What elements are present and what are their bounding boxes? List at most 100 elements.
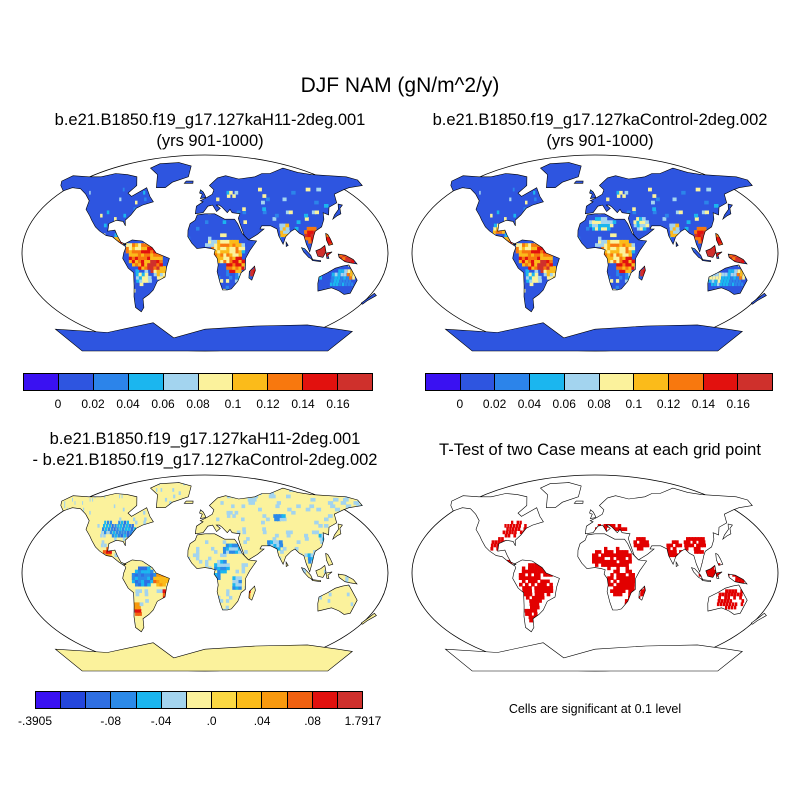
grid-cell <box>735 279 739 283</box>
grid-cell <box>692 540 697 544</box>
grid-cell <box>546 589 551 593</box>
grid-cell <box>320 253 325 257</box>
grid-cell <box>235 266 239 270</box>
grid-cell <box>622 249 626 254</box>
grid-cell <box>226 259 230 264</box>
grid-cell <box>619 582 623 587</box>
grid-cell <box>139 602 144 607</box>
grid-cell <box>652 207 656 211</box>
grid-cell <box>127 530 130 535</box>
grid-cell <box>330 504 336 509</box>
grid-cell <box>111 524 114 528</box>
colorbar-box <box>237 692 263 708</box>
panel-4-title: T-Test of two Case means at each grid po… <box>400 440 800 461</box>
grid-cell <box>241 563 245 567</box>
grid-cell <box>358 510 364 515</box>
map-case2 <box>411 154 779 352</box>
grid-cell <box>319 595 322 600</box>
grid-cell <box>613 256 617 260</box>
grid-cell <box>334 275 337 280</box>
grid-cell <box>278 540 283 544</box>
grid-cell <box>156 579 160 584</box>
grid-cell <box>214 563 218 567</box>
colorbar-box <box>599 374 635 390</box>
grid-cell <box>675 223 680 228</box>
grid-cell <box>721 275 724 280</box>
grid-cell <box>531 246 535 251</box>
grid-cell <box>247 497 252 502</box>
grid-cell <box>235 272 239 277</box>
grid-cell <box>521 569 526 574</box>
grid-cell <box>134 573 139 577</box>
grid-cell <box>514 530 517 535</box>
grid-cell <box>519 243 523 247</box>
colorbar-box <box>233 374 269 390</box>
grid-cell <box>314 200 319 205</box>
grid-cell <box>235 579 239 584</box>
grid-cell <box>645 540 649 544</box>
grid-cell <box>642 217 646 221</box>
grid-cell <box>718 275 721 280</box>
grid-cell <box>125 246 130 251</box>
grid-cell <box>223 259 227 264</box>
grid-cell <box>123 533 127 538</box>
grid-cell <box>324 517 329 522</box>
grid-cell <box>739 275 742 280</box>
grid-cell <box>716 236 720 241</box>
grid-cell <box>234 279 239 283</box>
grid-cell <box>345 504 352 509</box>
grid-cell <box>150 266 154 270</box>
grid-cell <box>613 589 617 593</box>
grid-cell <box>69 488 71 492</box>
grid-cell <box>226 566 230 571</box>
grid-cell <box>619 553 623 558</box>
coastline-north-america <box>60 493 154 566</box>
grid-cell <box>625 275 629 280</box>
grid-cell <box>607 226 611 231</box>
grid-cell <box>150 269 155 273</box>
grid-cell <box>150 256 154 260</box>
grid-cell <box>147 579 151 584</box>
grid-cell <box>518 573 523 577</box>
grid-cell <box>339 279 343 283</box>
grid-cell <box>375 530 377 535</box>
grid-cell <box>232 582 236 587</box>
grid-cell <box>586 226 590 231</box>
colorbar-box <box>530 374 565 390</box>
grid-cell <box>604 553 608 558</box>
grid-cell <box>731 269 735 273</box>
grid-cell <box>355 510 362 515</box>
grid-cell <box>628 272 632 277</box>
grid-cell <box>131 524 134 528</box>
coastline-sri-lanka <box>675 241 679 248</box>
grid-cell <box>153 262 157 267</box>
grid-cell <box>226 253 230 257</box>
grid-cell <box>616 249 620 254</box>
grid-cell <box>552 272 557 277</box>
grid-cell <box>625 586 629 590</box>
grid-cell <box>229 259 233 264</box>
grid-cell <box>107 527 111 531</box>
grid-cell <box>640 269 644 273</box>
coastline-greenland <box>539 482 582 509</box>
colorbar-box <box>668 374 704 390</box>
grid-cell <box>619 190 623 195</box>
grid-cell <box>156 582 160 587</box>
grid-cell <box>684 543 689 548</box>
grid-cell <box>242 207 246 211</box>
grid-cell <box>619 550 623 554</box>
grid-cell <box>314 249 319 254</box>
coastline-philippines <box>325 552 334 566</box>
colorbar-box <box>312 692 338 708</box>
grid-cell <box>754 200 760 205</box>
grid-cell <box>543 579 547 584</box>
grid-cell <box>606 220 611 224</box>
grid-cell <box>518 576 523 580</box>
grid-cell <box>619 579 623 584</box>
grid-cell <box>725 605 728 610</box>
grid-cell <box>628 246 632 251</box>
grid-cell <box>640 272 644 277</box>
grid-cell <box>625 566 629 571</box>
grid-cell <box>162 579 166 584</box>
grid-cell <box>232 550 236 554</box>
